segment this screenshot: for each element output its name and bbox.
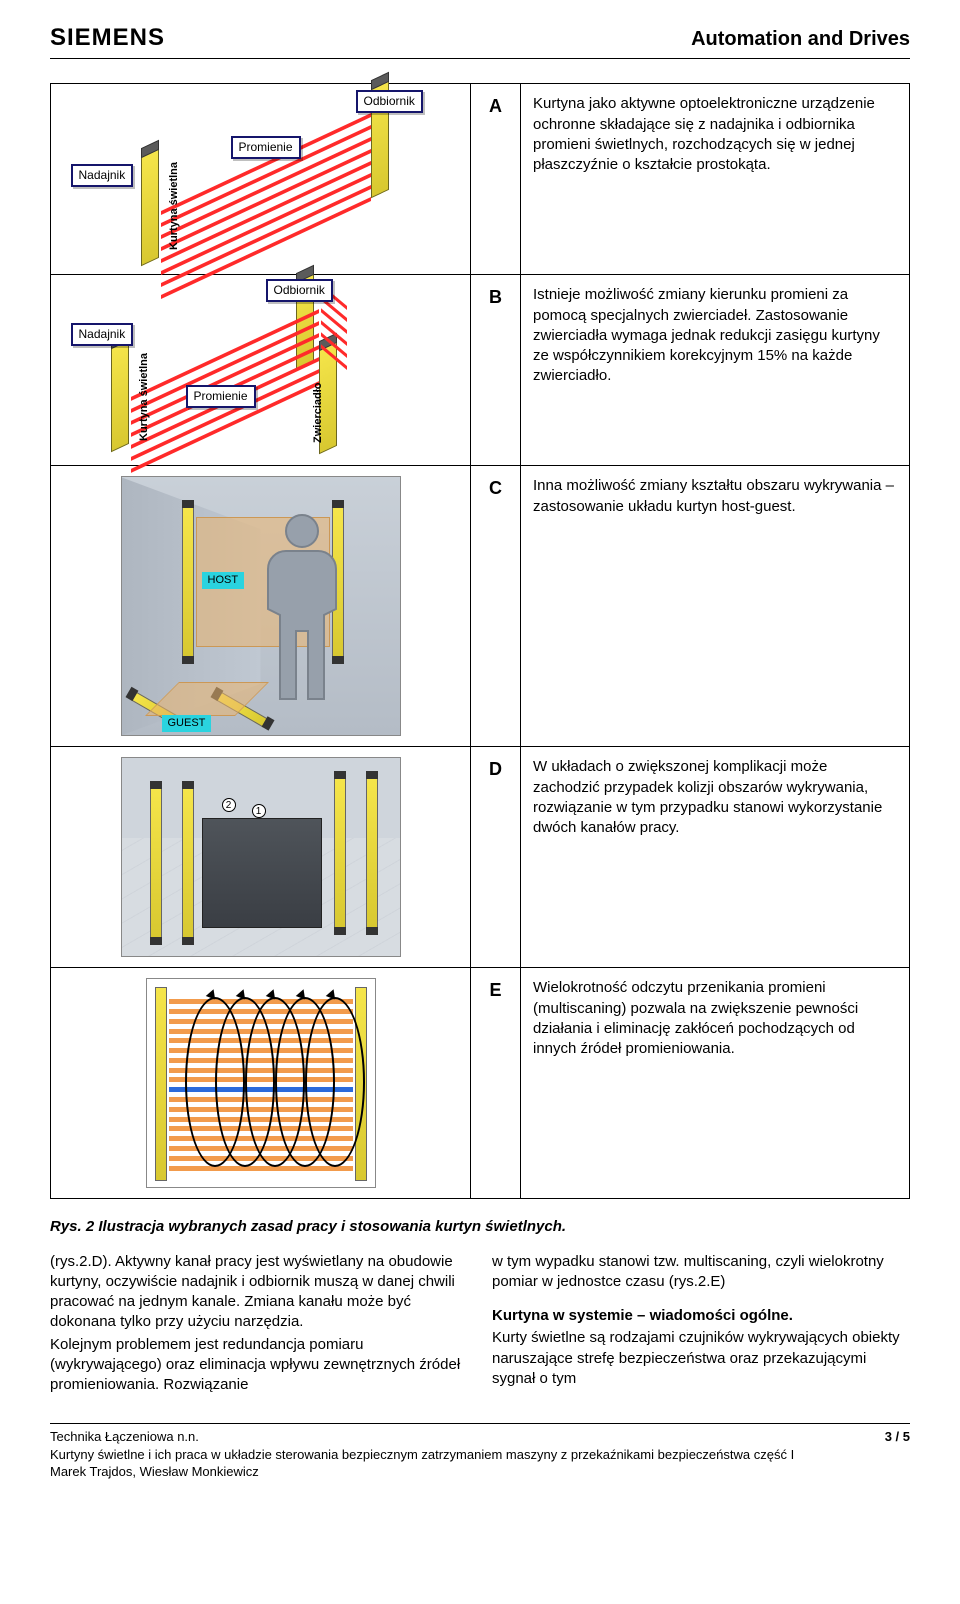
diagram-c: HOST GUEST	[121, 476, 401, 736]
body-paragraph: (rys.2.D). Aktywny kanał pracy jest wyśw…	[50, 1252, 468, 1333]
row-letter: C	[471, 466, 521, 747]
row-letter: D	[471, 747, 521, 968]
body-paragraph: Kolejnym problemem jest redundancja pomi…	[50, 1335, 468, 1396]
row-description: W układach o zwiększonej komplikacji moż…	[521, 747, 910, 968]
table-row: HOST GUEST C Inna możliwość zmiany kszta…	[51, 466, 910, 747]
diagram-b-cell: Nadajnik Odbiornik Promienie Kurtyna świ…	[51, 275, 471, 466]
label-kurtyna: Kurtyna świetlna	[137, 353, 152, 441]
diagram-e	[146, 978, 376, 1188]
header-subtitle: Automation and Drives	[691, 26, 910, 53]
label-nadajnik: Nadajnik	[71, 323, 134, 345]
label-promienie: Promienie	[186, 385, 256, 407]
badge-1: 1	[252, 804, 266, 818]
table-row: 1 2 D W układach o zwiększonej komplikac…	[51, 747, 910, 968]
diagram-b: Nadajnik Odbiornik Promienie Kurtyna świ…	[71, 285, 451, 455]
page-header: SIEMENS Automation and Drives	[50, 22, 910, 59]
row-description: Inna możliwość zmiany kształtu obszaru w…	[521, 466, 910, 747]
siemens-logo: SIEMENS	[50, 22, 165, 54]
label-nadajnik: Nadajnik	[71, 164, 134, 186]
row-letter: B	[471, 275, 521, 466]
label-odbiornik: Odbiornik	[356, 90, 423, 112]
table-row: E Wielokrotność odczytu przenikania prom…	[51, 968, 910, 1199]
body-paragraph: w tym wypadku stanowi tzw. multiscaning,…	[492, 1252, 910, 1293]
diagram-c-cell: HOST GUEST	[51, 466, 471, 747]
label-guest: GUEST	[162, 715, 212, 732]
label-zwierciadlo: Zwierciadło	[311, 383, 326, 444]
row-letter: E	[471, 968, 521, 1199]
footer-line: Kurtyny świetlne i ich praca w układzie …	[50, 1446, 794, 1464]
label-promienie: Promienie	[231, 136, 301, 158]
figure-caption: Rys. 2 Ilustracja wybranych zasad pracy …	[50, 1217, 910, 1237]
column-left: (rys.2.D). Aktywny kanał pracy jest wyśw…	[50, 1252, 468, 1398]
diagram-d: 1 2	[121, 757, 401, 957]
page-footer: Technika Łączeniowa n.n. Kurtyny świetln…	[50, 1423, 910, 1481]
diagram-a-cell: Nadajnik Odbiornik Promienie Kurtyna świ…	[51, 84, 471, 275]
column-right: w tym wypadku stanowi tzw. multiscaning,…	[492, 1252, 910, 1398]
footer-line: Marek Trajdos, Wiesław Monkiewicz	[50, 1463, 794, 1481]
body-paragraph: Kurty świetlne są rodzajami czujników wy…	[492, 1328, 910, 1389]
section-heading: Kurtyna w systemie – wiadomości ogólne.	[492, 1306, 910, 1326]
label-odbiornik: Odbiornik	[266, 279, 333, 301]
row-description: Istnieje możliwość zmiany kierunku promi…	[521, 275, 910, 466]
row-description: Wielokrotność odczytu przenikania promie…	[521, 968, 910, 1199]
diagram-d-cell: 1 2	[51, 747, 471, 968]
table-row: Nadajnik Odbiornik Promienie Kurtyna świ…	[51, 84, 910, 275]
diagram-e-cell	[51, 968, 471, 1199]
label-kurtyna: Kurtyna świetlna	[167, 162, 182, 250]
body-columns: (rys.2.D). Aktywny kanał pracy jest wyśw…	[50, 1252, 910, 1398]
page-number: 3 / 5	[885, 1428, 910, 1481]
person-silhouette-icon	[242, 507, 362, 707]
diagram-a: Nadajnik Odbiornik Promienie Kurtyna świ…	[71, 94, 451, 264]
row-description: Kurtyna jako aktywne optoelektroniczne u…	[521, 84, 910, 275]
main-table: Nadajnik Odbiornik Promienie Kurtyna świ…	[50, 83, 910, 1199]
table-row: Nadajnik Odbiornik Promienie Kurtyna świ…	[51, 275, 910, 466]
footer-line: Technika Łączeniowa n.n.	[50, 1428, 794, 1446]
row-letter: A	[471, 84, 521, 275]
label-host: HOST	[202, 572, 245, 589]
badge-2: 2	[222, 798, 236, 812]
